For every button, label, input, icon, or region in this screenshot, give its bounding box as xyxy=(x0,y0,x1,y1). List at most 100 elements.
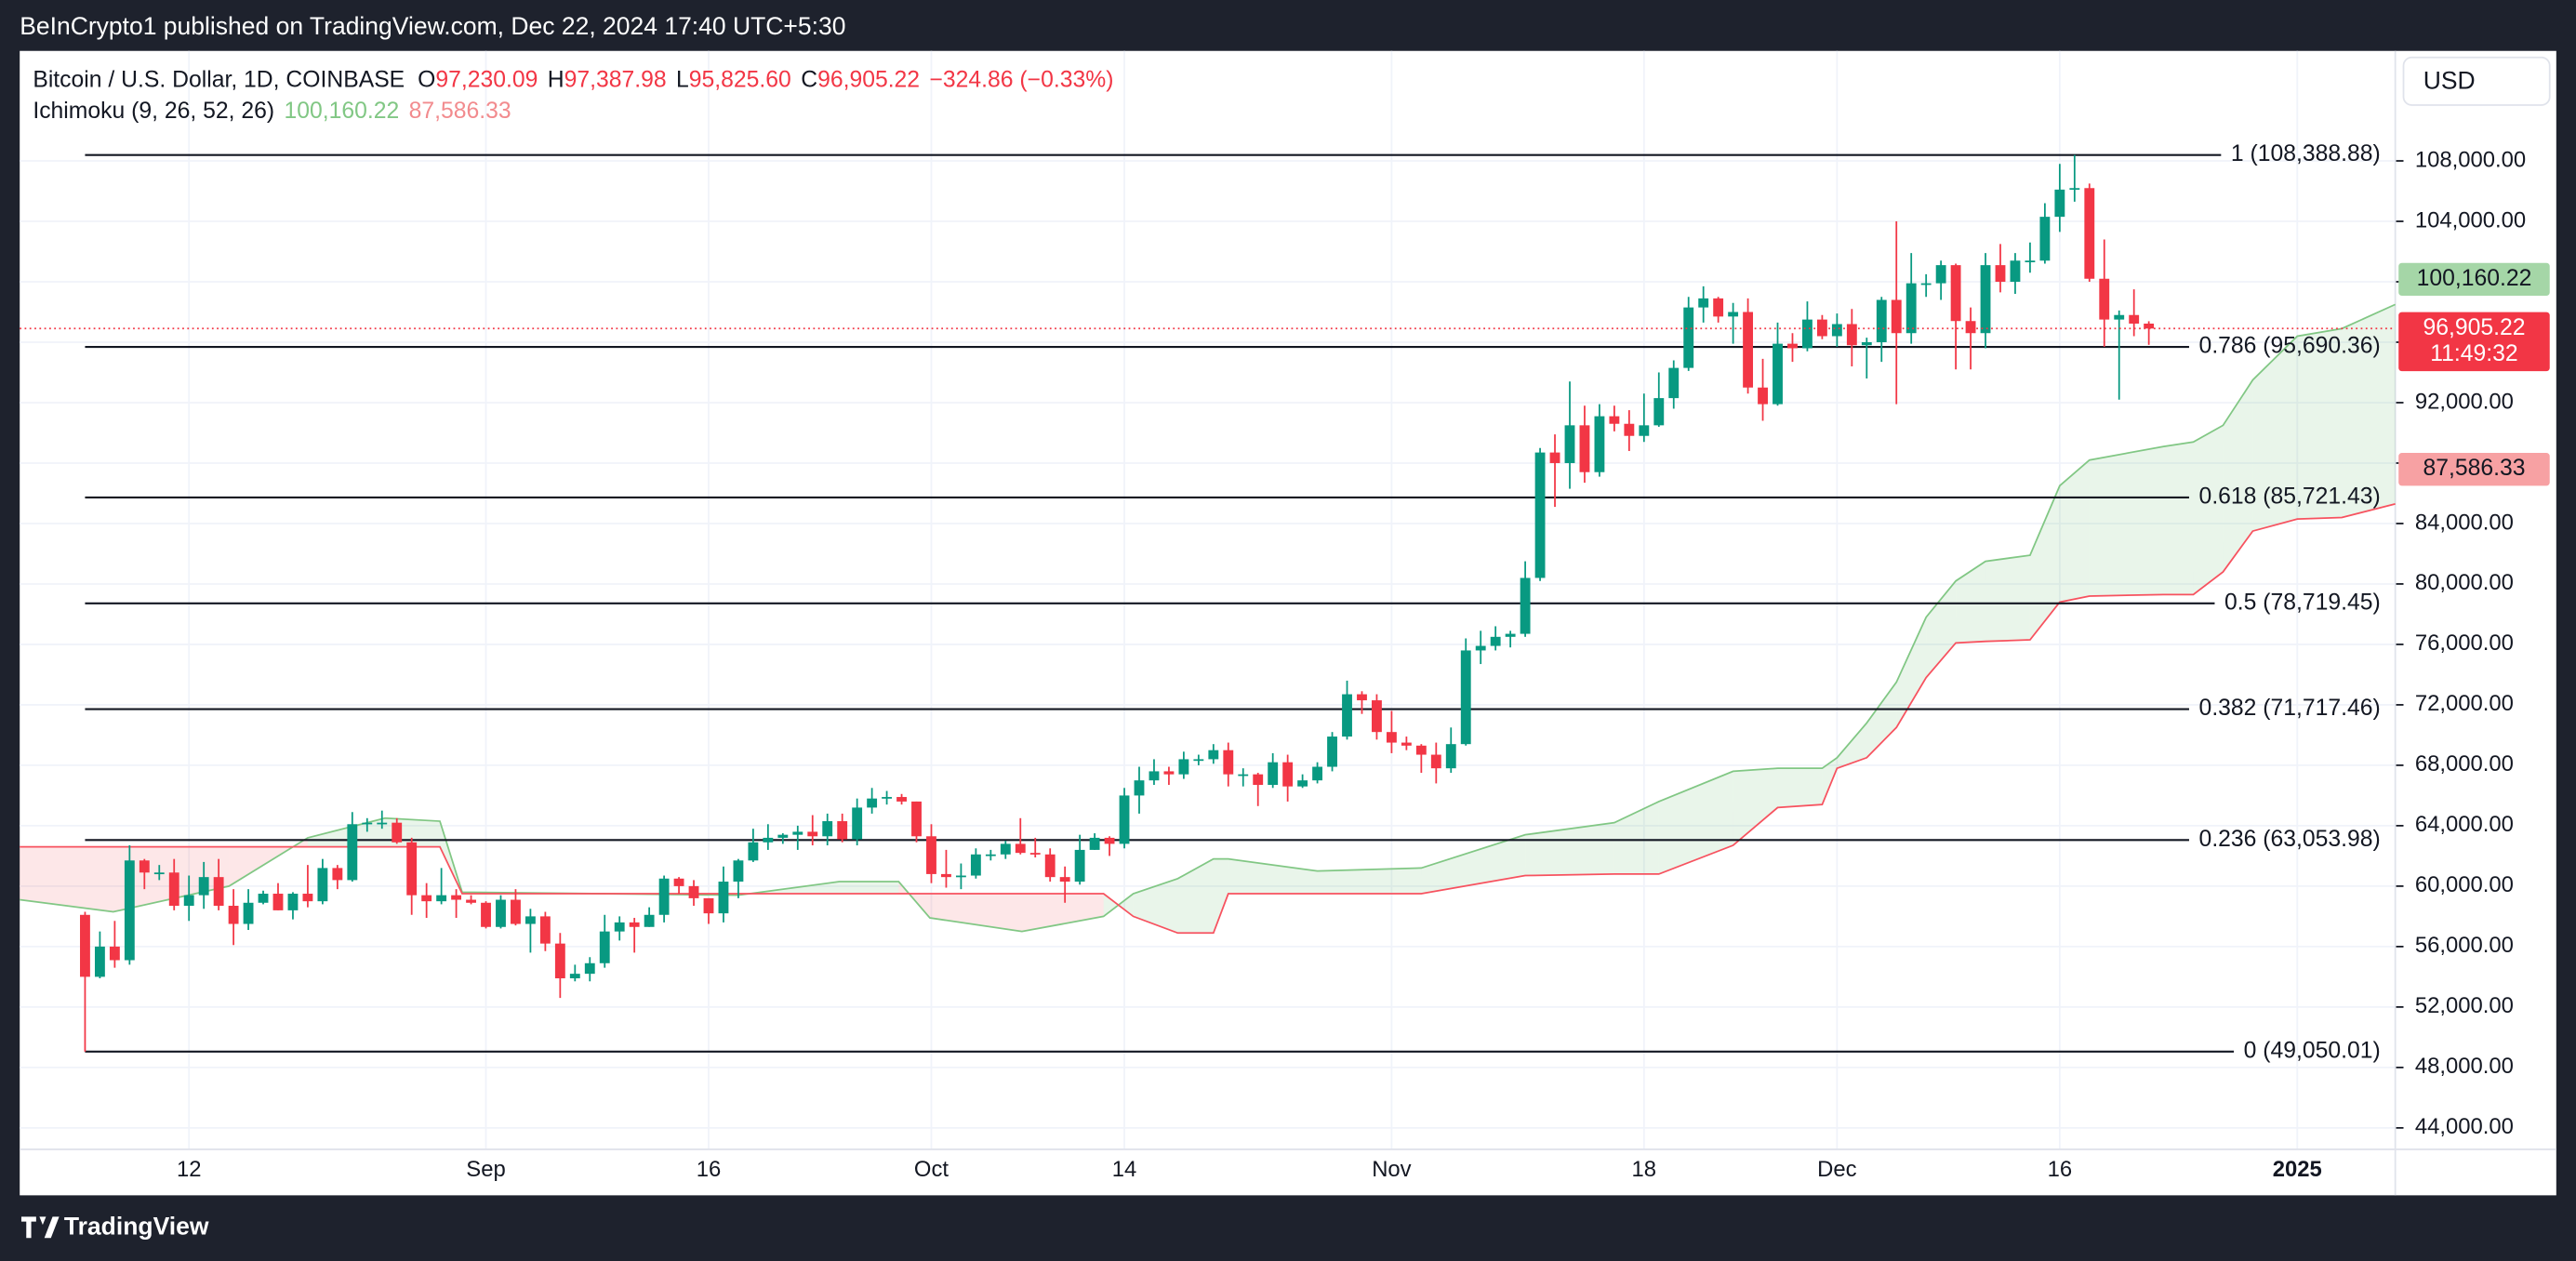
candle-body xyxy=(481,902,491,927)
candle-body xyxy=(1029,853,1041,855)
candle-body xyxy=(198,877,209,896)
candle-body xyxy=(2084,188,2095,279)
candle-body xyxy=(882,797,893,799)
candle-body xyxy=(168,872,179,907)
cloud-fill xyxy=(1837,723,1867,769)
candle-body xyxy=(302,894,313,902)
candle-body xyxy=(1178,759,1189,775)
candle-body xyxy=(436,895,447,902)
candle-body xyxy=(1594,416,1605,472)
candle-body xyxy=(2129,314,2140,325)
candle-body xyxy=(1713,298,1724,317)
legend-key: C xyxy=(801,67,817,92)
candle-body xyxy=(272,894,284,910)
candle-body xyxy=(1104,837,1115,844)
symbol: Bitcoin / U.S. Dollar, 1D, COINBASE xyxy=(33,67,405,92)
candle-body xyxy=(1965,321,1976,334)
candle-body xyxy=(139,860,150,873)
candle-body xyxy=(287,894,299,910)
candle-body xyxy=(1253,774,1264,786)
candle-body xyxy=(629,922,640,927)
candle-body xyxy=(1920,283,1932,285)
candle-body xyxy=(748,842,759,861)
cloud-fill xyxy=(1926,580,1957,678)
y-tick-label: 68,000.00 xyxy=(2415,751,2514,777)
y-tick-label: 44,000.00 xyxy=(2415,1114,2514,1139)
candle-body xyxy=(1430,754,1441,769)
y-tick-label: 64,000.00 xyxy=(2415,812,2514,837)
candle-body xyxy=(243,902,254,924)
candle-body xyxy=(1505,633,1516,637)
cloud-fill xyxy=(1103,894,1134,917)
cloud-fill xyxy=(1421,834,1526,895)
candle-body xyxy=(1564,425,1575,463)
candle-body xyxy=(1861,341,1872,346)
cloud-fill xyxy=(1777,768,1823,808)
cloud-fill xyxy=(1213,858,1228,934)
candle-body xyxy=(228,906,239,924)
candle-body xyxy=(1609,416,1620,424)
x-tick-label: 16 xyxy=(2048,1157,2073,1182)
candle-body xyxy=(1980,265,1991,334)
candle-body xyxy=(1549,452,1560,463)
candle-body xyxy=(1816,319,1827,337)
candle-body xyxy=(970,854,981,876)
currency-button[interactable] xyxy=(2402,56,2551,106)
candle-body xyxy=(1445,744,1456,769)
x-tick-label: Sep xyxy=(466,1157,505,1182)
x-tick-label: 16 xyxy=(697,1157,722,1182)
legend-key: L xyxy=(676,67,689,92)
candle-body xyxy=(1089,837,1100,850)
cloud-fill xyxy=(1133,878,1178,934)
cloud-fill xyxy=(1956,561,1986,644)
cloud-fill xyxy=(20,846,113,912)
brand: TradingView xyxy=(64,1213,209,1241)
candle-body xyxy=(377,822,388,825)
cloud-fill xyxy=(2223,379,2253,572)
candle-body xyxy=(1357,694,1367,701)
candle-body xyxy=(1698,298,1709,308)
candle-body xyxy=(1668,367,1680,399)
candle-body xyxy=(94,946,105,977)
candle-body xyxy=(183,895,194,907)
currency-label[interactable]: USD xyxy=(2423,66,2476,94)
x-tick-label: Oct xyxy=(914,1157,949,1182)
cloud-fill xyxy=(2089,446,2164,596)
candle-body xyxy=(2069,188,2080,191)
legend-value: 96,905.22 xyxy=(817,67,920,92)
candle-body xyxy=(1683,307,1694,368)
y-tick-label: 60,000.00 xyxy=(2415,872,2514,897)
candle-body xyxy=(362,822,373,825)
chart-area xyxy=(20,50,2556,1196)
candle-body xyxy=(1134,780,1145,796)
candle-body xyxy=(332,868,343,881)
candle-body xyxy=(1935,265,1946,284)
brand-logo xyxy=(20,1216,60,1239)
fib-label: 0.236 (63,053.98) xyxy=(2199,827,2381,852)
candle-body xyxy=(1372,700,1382,733)
candle-body xyxy=(554,943,565,979)
cloud-fill xyxy=(1613,801,1659,874)
candle-body xyxy=(1312,766,1323,781)
cloud-line xyxy=(20,502,2396,935)
x-tick-label: Nov xyxy=(1372,1157,1411,1182)
candle-body xyxy=(955,875,966,878)
candle-body xyxy=(406,842,418,896)
candle-body xyxy=(926,836,936,874)
cloud-fill xyxy=(1658,771,1733,874)
candle-body xyxy=(1415,745,1427,755)
price-tag xyxy=(2398,262,2550,297)
cloud-fill xyxy=(1733,768,1778,846)
candle-body xyxy=(703,897,714,914)
candle-body xyxy=(807,831,818,837)
x-tick-label: 12 xyxy=(177,1157,202,1182)
candle-body xyxy=(1460,650,1471,745)
legend-key: H xyxy=(548,67,564,92)
price-tag xyxy=(2398,453,2550,486)
candle-body xyxy=(792,831,803,835)
candle-body xyxy=(733,860,744,883)
candle-body xyxy=(1846,324,1857,346)
cloud-fill xyxy=(1525,822,1614,876)
candle-body xyxy=(1787,343,1798,349)
candle-body xyxy=(852,807,863,840)
